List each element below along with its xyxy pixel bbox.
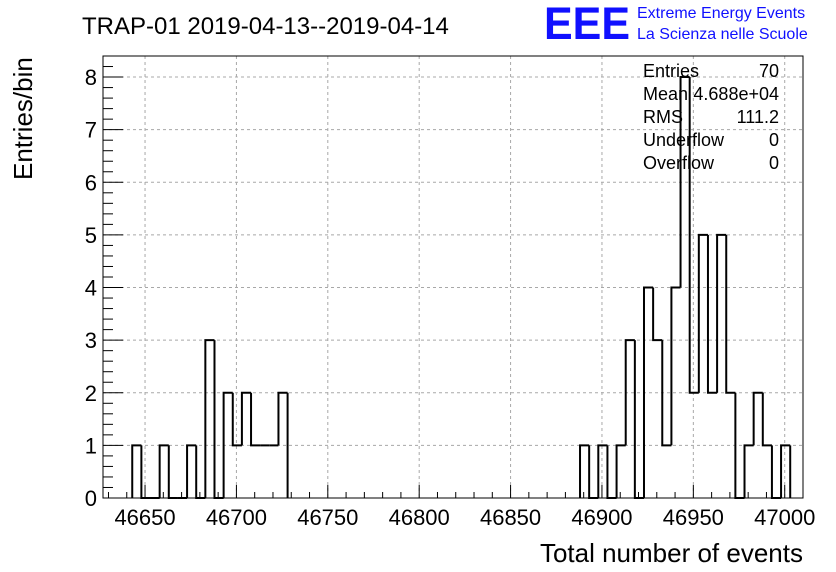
stats-label: Overflow (643, 153, 715, 173)
histogram-bin (140, 445, 151, 499)
histogram-bin (770, 445, 782, 499)
x-tick-label: 46950 (663, 505, 724, 530)
x-tick-label: 46800 (389, 505, 450, 530)
x-tick-label: 46700 (206, 505, 267, 530)
x-tick-label: 46750 (297, 505, 358, 530)
histogram-bin (240, 391, 252, 446)
stats-value: 111.2 (737, 107, 779, 127)
histogram-bin (231, 392, 242, 447)
histogram-bin (579, 444, 590, 498)
grid (103, 56, 803, 498)
histogram-bin (725, 234, 736, 394)
histogram-bin (780, 444, 792, 498)
histogram-bin (688, 77, 699, 394)
logo-line1: Extreme Energy Events (637, 5, 805, 22)
stats-label: RMS (643, 107, 683, 127)
stats-value: 70 (759, 61, 779, 81)
stats-value: 0 (769, 130, 779, 150)
logo-line2: La Scienza nelle Scuole (637, 26, 808, 43)
stats-box: Entries 70 Mean 4.688e+04 RMS 111.2 Underflow 0… (643, 61, 779, 173)
x-tick-label: 46650 (114, 505, 175, 530)
y-tick-label: 8 (85, 65, 97, 90)
histogram-bin (186, 444, 197, 498)
x-tick-label: 46900 (571, 505, 632, 530)
histogram-bin (624, 339, 635, 446)
x-axis: 46650 46700 46750 46800 46850 46900 46950 47000 (107, 485, 815, 530)
histogram-bin (679, 76, 690, 288)
y-tick-label: 6 (85, 170, 97, 195)
histogram-bin (250, 392, 261, 447)
histogram-bin (633, 340, 644, 499)
histogram-bin (222, 391, 233, 498)
histogram-bin (597, 444, 608, 498)
y-axis-label: Entries/bin (8, 57, 38, 180)
y-axis: 0 1 2 3 4 5 6 7 8 (85, 65, 123, 511)
histogram-bin (195, 445, 206, 499)
histogram-bin (716, 233, 727, 393)
histogram-bin (131, 444, 142, 498)
histogram-bin (743, 444, 754, 498)
x-tick-label: 46850 (480, 505, 541, 530)
histogram-bin (706, 234, 718, 394)
y-tick-label: 2 (85, 381, 97, 406)
histogram-bin (661, 340, 672, 447)
histogram-bin (606, 445, 617, 499)
y-tick-label: 4 (85, 276, 97, 301)
y-tick-label: 1 (85, 433, 97, 458)
histogram-bin (752, 391, 763, 446)
stats-label: Entries (643, 61, 699, 81)
stats-label: Underflow (643, 130, 725, 150)
histogram-bin (670, 286, 681, 446)
stats-label: Mean (643, 84, 688, 104)
histogram-bin (588, 445, 599, 499)
stats-value: 0 (769, 153, 779, 173)
histogram-bin (642, 286, 654, 498)
y-tick-label: 7 (85, 118, 97, 143)
x-tick-label: 47000 (754, 505, 815, 530)
histogram-bin (615, 444, 626, 498)
histogram-bin (213, 340, 224, 499)
histogram-bin (697, 233, 708, 393)
histogram-bin (204, 339, 215, 498)
histogram-bin (167, 445, 178, 499)
chart-title: TRAP-01 2019-04-13--2019-04-14 (82, 13, 449, 40)
y-tick-label: 0 (85, 486, 97, 511)
stats-value: 4.688e+04 (693, 84, 779, 104)
histogram-bin (158, 444, 169, 498)
eee-logo: EEE Extreme Energy Events La Scienza nel… (544, 0, 808, 49)
y-tick-label: 5 (85, 223, 97, 248)
histogram-bin (277, 391, 289, 498)
x-axis-label: Total number of events (540, 538, 803, 568)
histogram-bin (652, 287, 663, 342)
logo-mark: EEE (544, 0, 630, 49)
histogram-bin (761, 392, 772, 447)
y-tick-label: 3 (85, 328, 97, 353)
